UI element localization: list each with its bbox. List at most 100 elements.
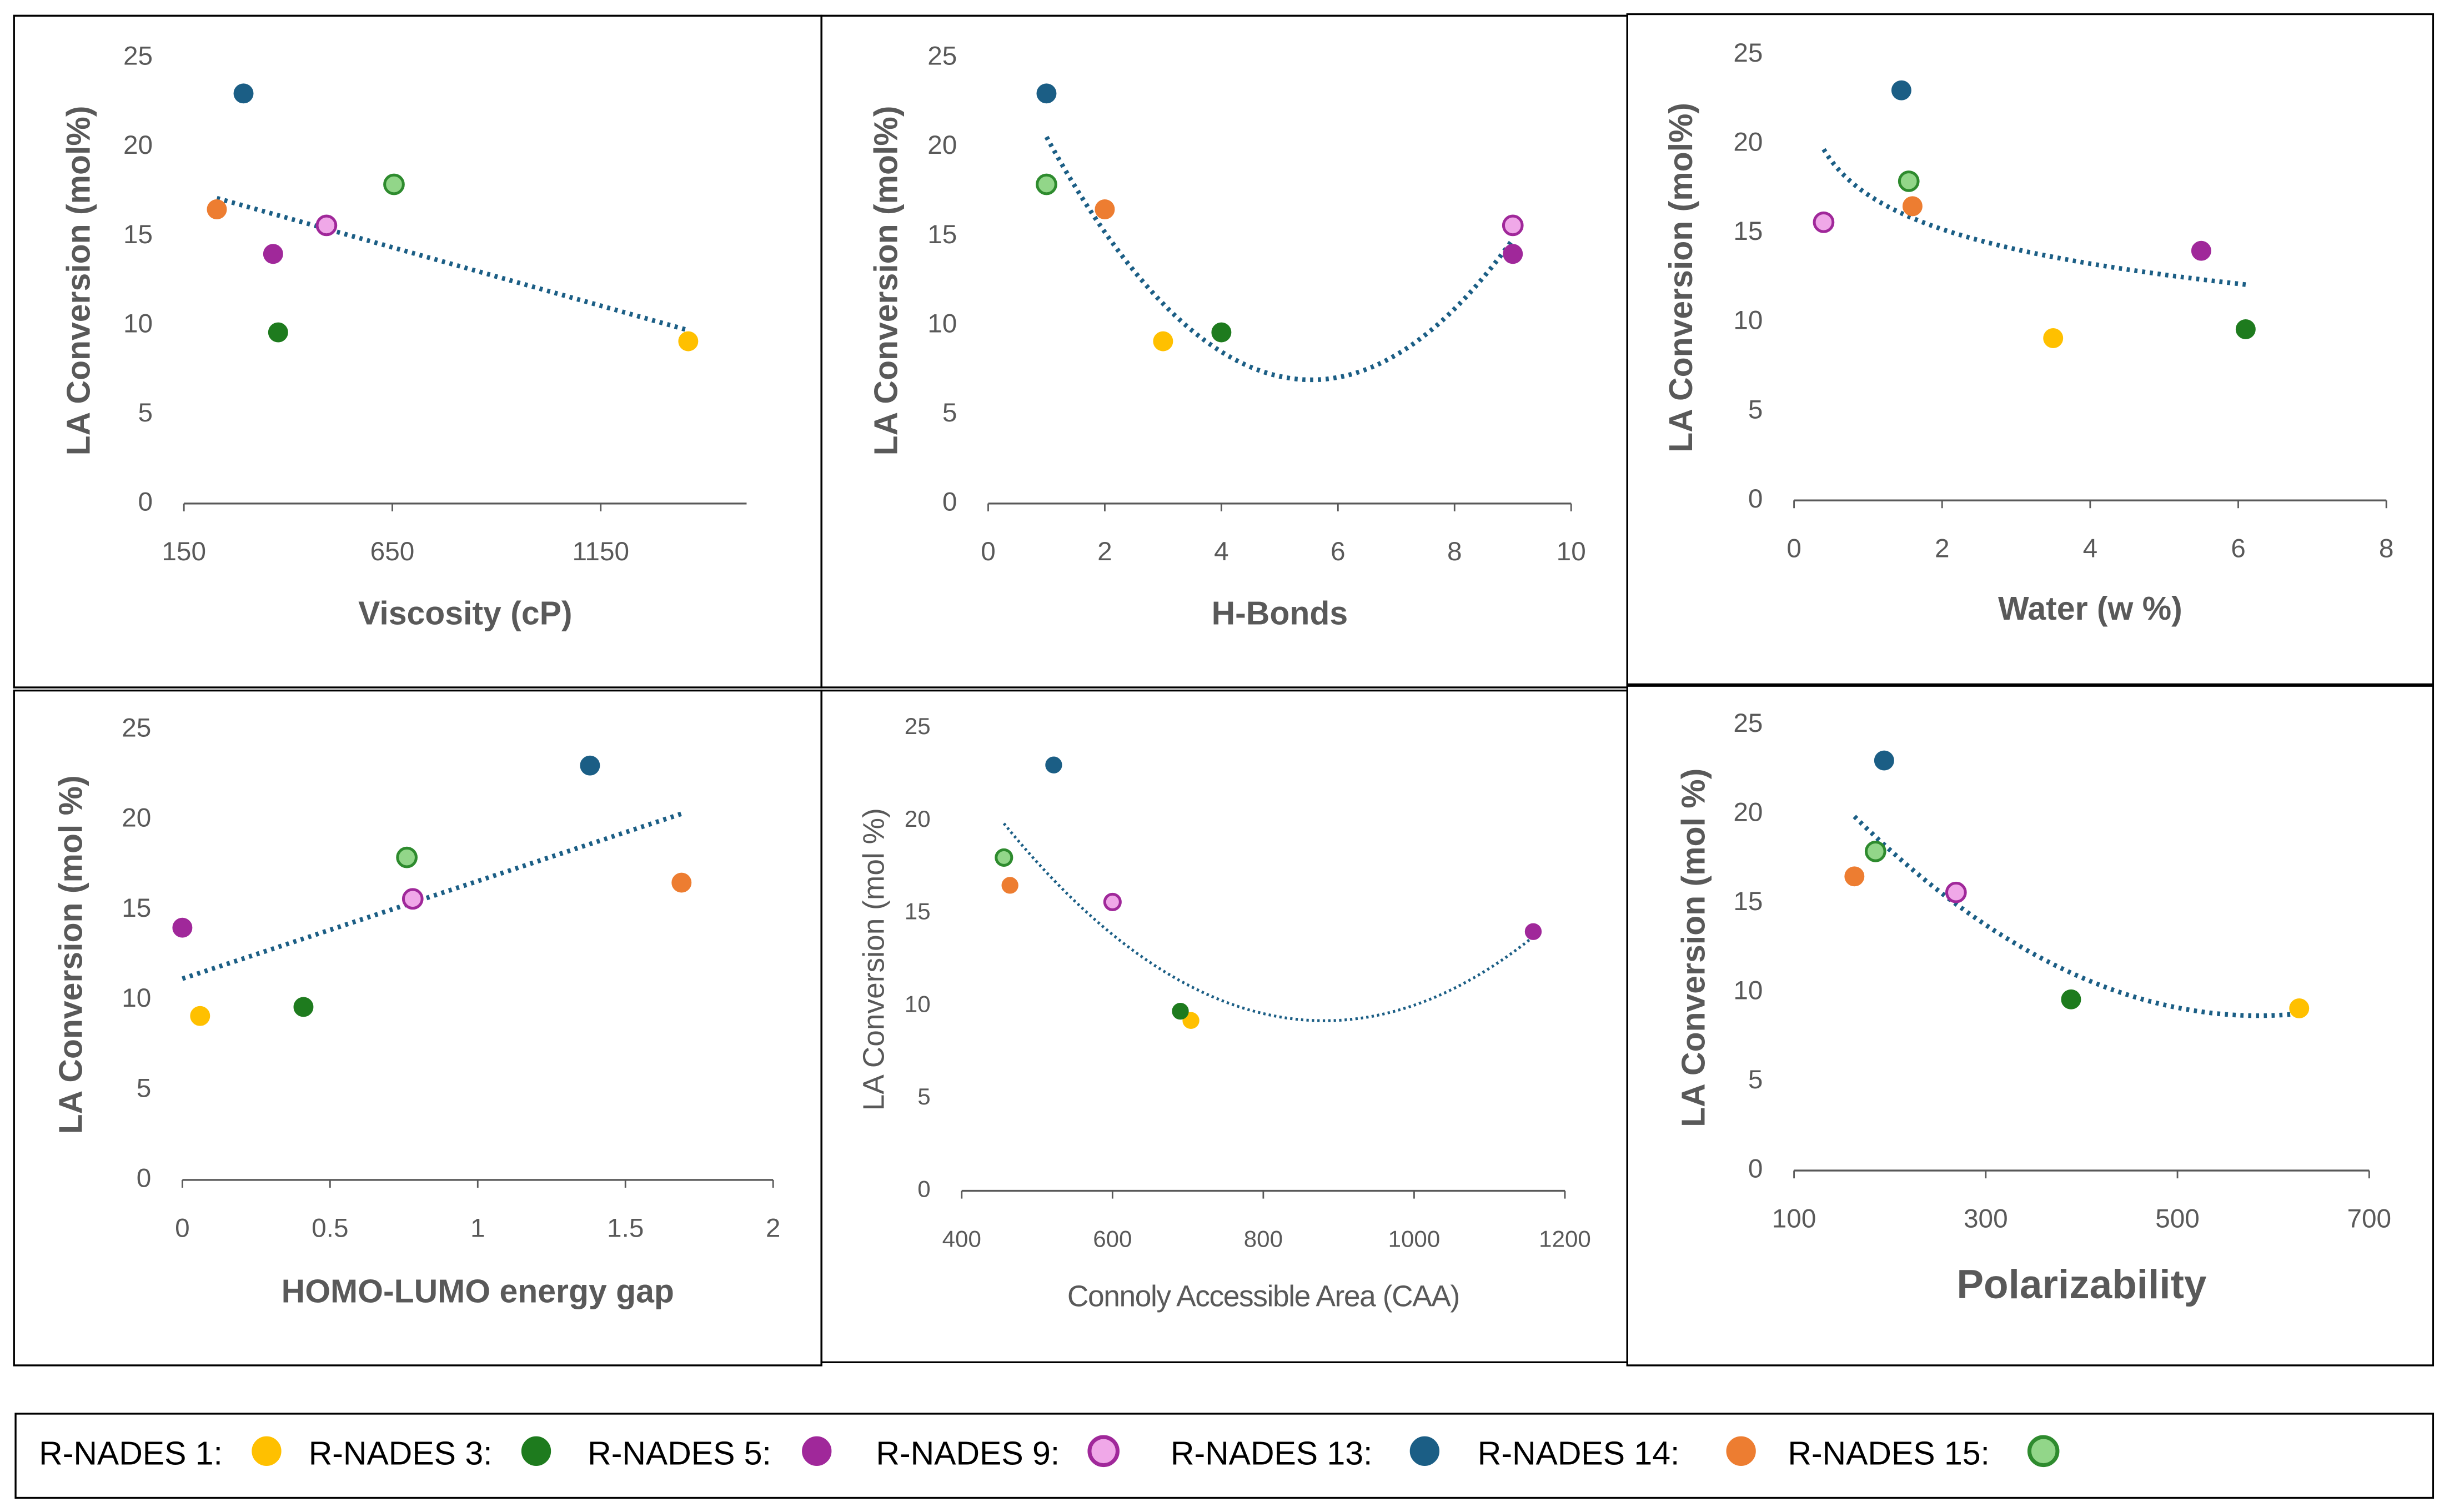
legend-border [14,1413,2435,1499]
x-tick-label: 400 [942,1226,981,1252]
legend-marker [1409,1436,1440,1466]
y-tick-label: 20 [927,130,957,160]
x-tick-label: 8 [2379,534,2394,564]
legend-marker [252,1436,282,1466]
x-tick-label: 150 [162,537,206,566]
y-tick-label: 15 [1733,887,1763,916]
data-point [995,848,1013,867]
data-point [263,244,283,264]
x-tick-label: 300 [1964,1204,2008,1234]
x-tick-label: 2 [1097,537,1112,566]
data-point [1898,170,1920,192]
data-point [1902,196,1923,217]
trendline [1821,148,2246,287]
panel-border [13,14,822,689]
y-tick-label: 20 [1733,128,1763,157]
legend-marker [802,1436,832,1466]
y-tick-label: 20 [1733,798,1763,827]
x-tick-label: 0 [175,1213,190,1243]
data-point [1813,211,1835,233]
trendline [1044,135,1515,383]
data-point [293,997,314,1017]
legend-label: R-NADES 3: [309,1435,493,1471]
data-point [1045,756,1062,773]
x-tick-label: 600 [1093,1226,1132,1252]
x-tick-label: 100 [1772,1204,1816,1234]
x-tick-label: 6 [2231,534,2246,564]
x-tick-label: 4 [1214,537,1229,566]
trendline [182,811,682,981]
data-point [2061,989,2081,1009]
panel-border [820,689,1628,1364]
panel-border [1626,685,2435,1367]
y-tick-label: 10 [927,309,957,338]
data-point [172,917,193,938]
x-tick-label: 0 [1786,534,1801,564]
data-point [1211,322,1232,343]
x-axis-label: Polarizability [1956,1262,2207,1307]
y-tick-label: 10 [123,309,153,338]
x-tick-label: 4 [2083,534,2098,564]
x-axis-label: H-Bonds [1212,595,1348,631]
data-point [1891,80,1911,101]
chart: 0 5 10 15 20 25 0 2 4 6 8 10 LA Conversion (mol%) H-B… [868,42,1585,632]
data-point [402,888,424,910]
legend-marker [1726,1436,1756,1466]
x-tick-label: 2 [766,1213,781,1243]
data-point [2235,319,2256,339]
x-axis-label: Water (w %) [1998,591,2182,627]
data-point [678,331,699,351]
x-tick-label: 10 [1557,537,1586,566]
x-tick-label: 0 [981,537,996,566]
y-tick-label: 0 [942,487,957,516]
y-tick-label: 5 [1748,395,1763,424]
y-tick-label: 25 [1733,709,1763,738]
y-tick-label: 10 [1733,306,1763,335]
data-point [1001,877,1018,894]
y-tick-label: 0 [1748,1154,1763,1184]
data-point [1502,214,1524,237]
data-point [1103,892,1122,911]
chart: 0 5 10 15 20 25 0 0.5 1 1.5 2 LA Conversion (mol %)… [53,713,780,1309]
y-tick-label: 15 [905,898,931,925]
data-point [671,872,692,893]
legend-label: R-NADES 15: [1788,1435,1990,1471]
data-point [190,1006,210,1026]
x-tick-label: 2 [1935,534,1950,564]
data-point [1524,923,1542,940]
x-axis-label: Viscosity (cP) [358,595,572,631]
x-axis-label: HOMO-LUMO energy gap [282,1273,674,1309]
y-tick-label: 15 [1733,217,1763,246]
y-tick-label: 15 [122,893,151,923]
legend-marker [521,1436,551,1466]
y-tick-label: 10 [905,991,931,1017]
y-tick-label: 25 [123,42,153,71]
y-tick-label: 25 [1733,38,1763,68]
data-point [268,322,288,343]
x-tick-label: 650 [370,537,415,566]
x-tick-label: 0.5 [312,1213,348,1243]
x-tick-label: 500 [2155,1204,2200,1234]
y-tick-label: 0 [137,1164,152,1193]
chart: 0 5 10 15 20 25 150 650 1150 LA Conversion (mol%)… [61,42,747,631]
y-tick-label: 0 [138,487,153,516]
legend-label: R-NADES 1: [39,1435,223,1471]
y-axis-label: LA Conversion (mol%) [61,106,97,456]
y-tick-label: 20 [123,130,153,160]
data-point [396,846,418,868]
data-point [1182,1012,1200,1029]
y-tick-label: 5 [942,398,957,428]
data-point [1864,840,1886,862]
y-axis-label: LA Conversion (mol %) [1675,768,1712,1127]
y-tick-label: 5 [137,1073,152,1103]
data-point [2043,328,2064,348]
data-point [1844,866,1865,887]
y-tick-label: 0 [1748,484,1763,514]
data-point [580,755,600,776]
x-tick-label: 1.5 [607,1213,644,1243]
y-tick-label: 5 [1748,1065,1763,1094]
y-tick-label: 10 [122,983,151,1013]
data-point [2289,998,2310,1018]
legend-marker [2027,1435,2060,1468]
